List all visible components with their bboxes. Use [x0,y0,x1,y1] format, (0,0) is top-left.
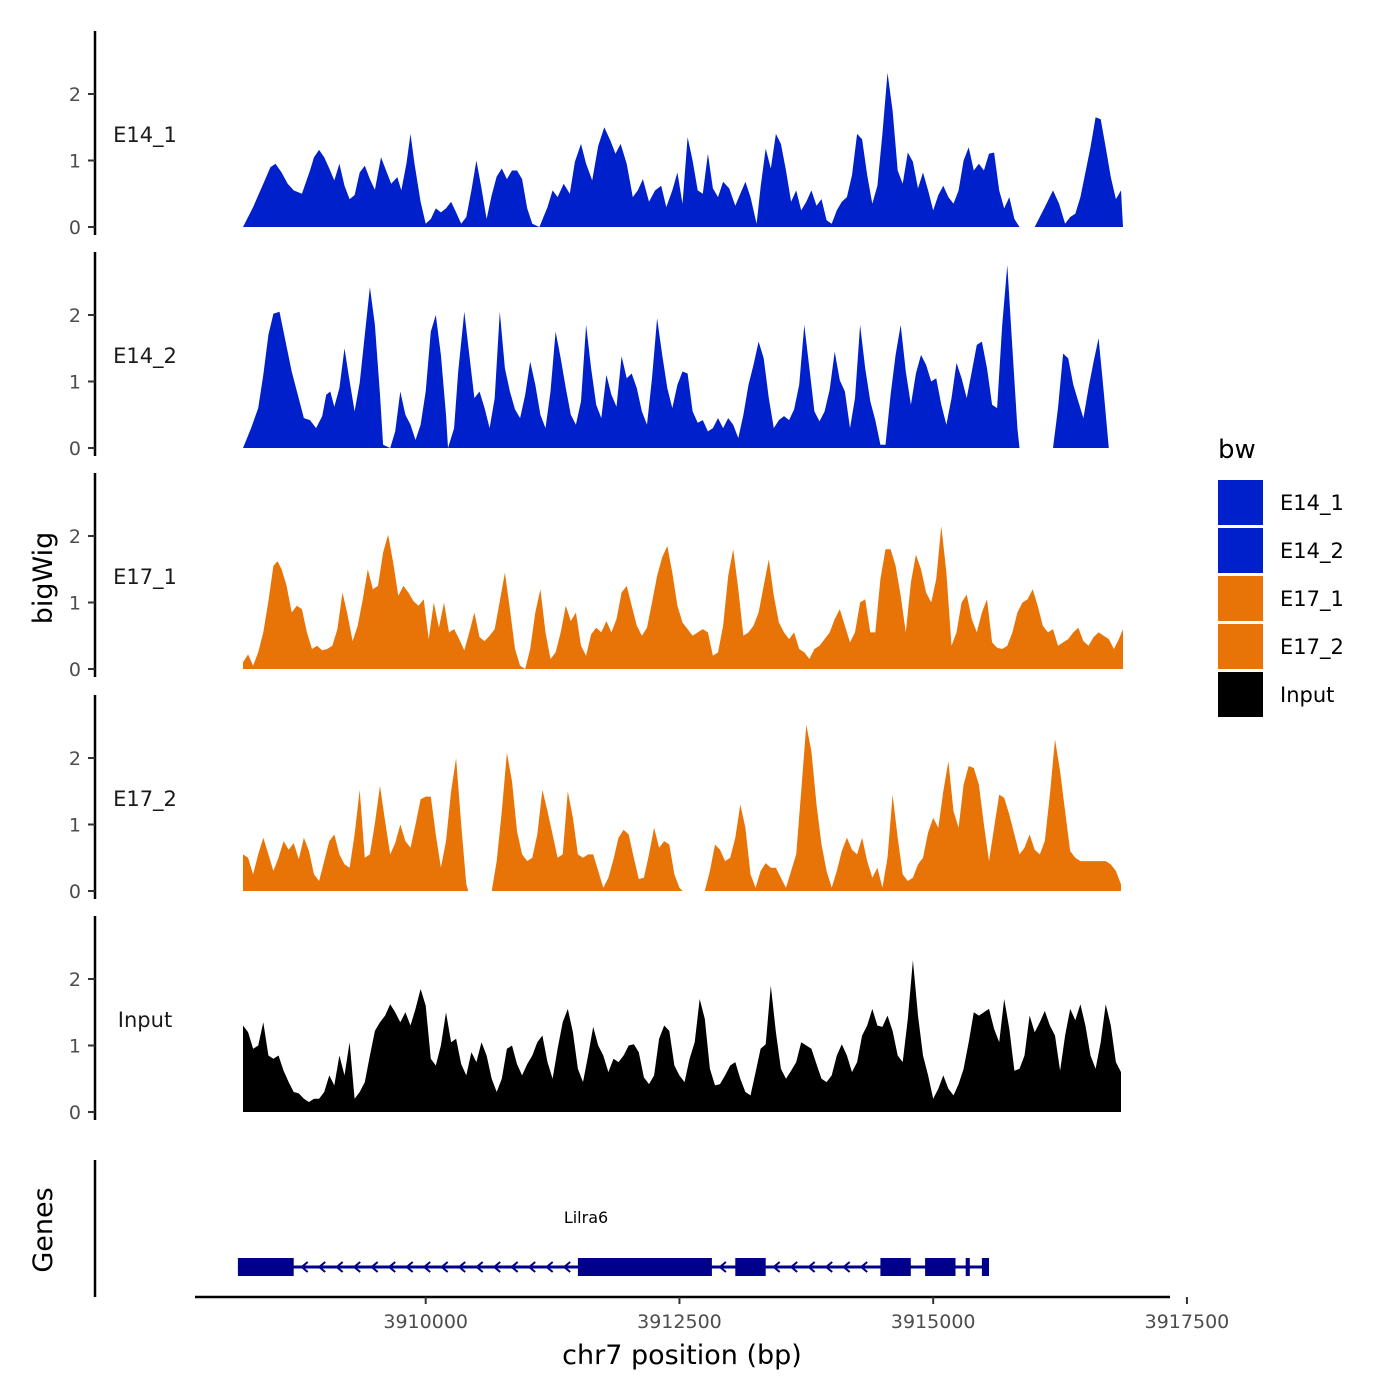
strand-arrow [527,1261,536,1273]
x-tick-label: 3917500 [1145,1311,1230,1333]
gene-exon [965,1258,970,1276]
y-tick-label: 2 [69,84,81,106]
gene-track-panel: Lilra6 [93,1160,990,1297]
track-E17_1: 0 1 2 E17_1 [69,473,1123,681]
gene-exon [981,1258,989,1276]
legend-label-E17_1: E17_1 [1280,587,1344,612]
strand-arrow [510,1261,519,1273]
strand-arrow [842,1261,851,1273]
legend-key-E17_1 [1218,576,1263,621]
y-tick-label: 0 [69,217,81,239]
track-label-E14_2: E14_2 [113,344,177,369]
strand-arrow [405,1261,414,1273]
y-axis-title: bigWig [28,532,59,625]
track-label-E17_1: E17_1 [113,565,177,590]
strand-arrow [457,1261,466,1273]
track-label-Input: Input [118,1008,172,1032]
strand-arrow [317,1261,326,1273]
legend-key-Input [1218,672,1263,717]
strand-arrow [422,1261,431,1273]
y-tick-label: 0 [69,659,81,681]
y-tick-label: 0 [69,438,81,460]
y-tick-label: 1 [69,1036,81,1058]
gene-exon [735,1258,766,1276]
track-label-E17_2: E17_2 [113,787,177,812]
area-E14_2 [243,265,1109,448]
legend-key-E14_2 [1218,528,1263,573]
track-E14_1: 0 1 2 E14_1 [69,31,1123,239]
y-tick-label: 0 [69,881,81,903]
y-tick-label: 1 [69,372,81,394]
legend: bw E14_1 E14_2 E17_1 E17_2 Input [1218,435,1344,717]
strand-arrow [300,1261,309,1273]
strand-arrow [718,1261,727,1273]
legend-label-E14_2: E14_2 [1280,539,1344,564]
x-tick-label: 3910000 [383,1311,468,1333]
strand-arrow [562,1261,571,1273]
area-E14_1 [243,72,1123,227]
legend-label-E17_2: E17_2 [1280,635,1344,660]
y-tick-label: 1 [69,815,81,837]
gene-name-label: Lilra6 [564,1208,608,1227]
gene-exon [237,1258,294,1276]
strand-arrow [492,1261,501,1273]
legend-title: bw [1218,435,1256,465]
y-tick-label: 2 [69,969,81,991]
track-E17_2: 0 1 2 E17_2 [69,695,1121,903]
x-tick-label: 3912500 [637,1311,722,1333]
area-Input [243,960,1121,1112]
strand-arrow [387,1261,396,1273]
gene-exon [577,1258,712,1276]
strand-arrow [335,1261,344,1273]
signal-tracks: 0 1 2 E14_1 0 1 2 E14_2 0 1 2 E17_1 0 1 2 E17_2 0 1 2 Input [69,31,1123,1124]
gene-exon [880,1258,911,1276]
gene-track-title: Genes [28,1187,59,1272]
y-tick-label: 1 [69,151,81,173]
x-tick-label: 3915000 [891,1311,976,1333]
track-label-E14_1: E14_1 [113,123,177,148]
y-tick-label: 2 [69,748,81,770]
strand-arrow [789,1261,798,1273]
x-axis: 3910000 3912500 3915000 3917500 [195,1295,1230,1333]
strand-arrow [807,1261,816,1273]
area-E17_2 [243,724,1121,891]
strand-arrow [824,1261,833,1273]
strand-arrow [859,1261,868,1273]
gene-exon [925,1258,956,1276]
legend-key-E14_1 [1218,480,1263,525]
strand-arrow [545,1261,554,1273]
strand-arrow [352,1261,361,1273]
x-axis-title: chr7 position (bp) [562,1340,802,1371]
y-tick-label: 0 [69,1102,81,1124]
track-E14_2: 0 1 2 E14_2 [69,252,1109,460]
strand-arrow [772,1261,781,1273]
legend-label-Input: Input [1280,683,1334,707]
y-tick-label: 2 [69,305,81,327]
y-tick-label: 2 [69,526,81,548]
strand-arrow [475,1261,484,1273]
strand-arrow [370,1261,379,1273]
legend-label-E14_1: E14_1 [1280,491,1344,516]
strand-arrow [440,1261,449,1273]
y-tick-label: 1 [69,593,81,615]
track-Input: 0 1 2 Input [69,916,1121,1124]
area-E17_1 [243,526,1123,669]
legend-key-E17_2 [1218,624,1263,669]
